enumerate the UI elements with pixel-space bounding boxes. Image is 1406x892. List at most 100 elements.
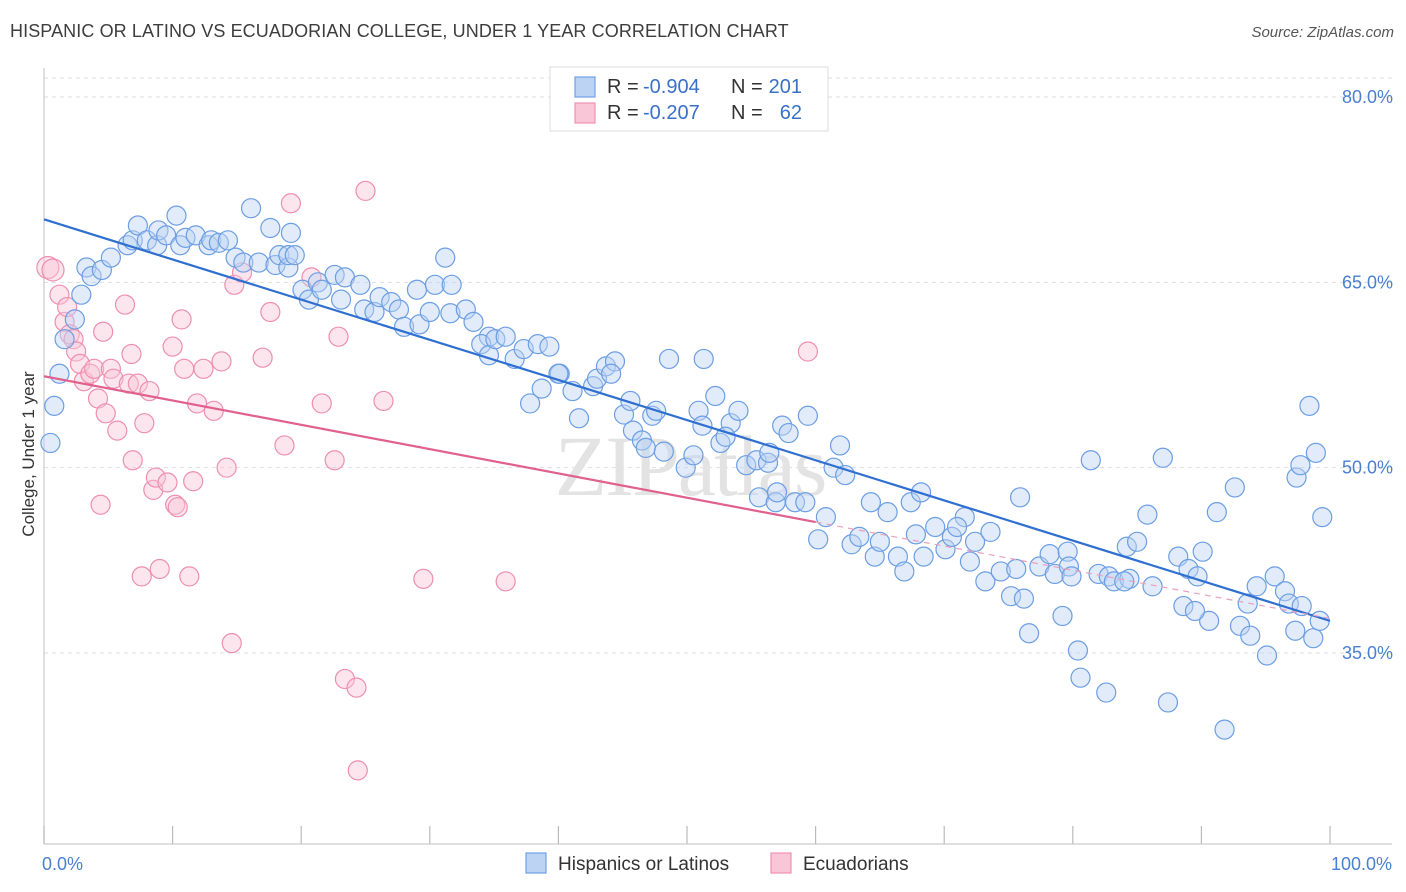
y-tick-label-50: 50.0% — [1342, 458, 1393, 478]
data-point — [1256, 645, 1278, 666]
legend-swatch-ecuadorians — [574, 102, 596, 124]
legend-r-label-1: R = — [607, 76, 639, 98]
data-point — [216, 457, 237, 478]
data-point — [248, 252, 269, 273]
data-point — [174, 358, 195, 379]
bottom-legend-hispanics: Hispanics or Latinos — [558, 854, 729, 875]
data-point — [134, 413, 155, 434]
data-point — [1214, 719, 1235, 740]
data-point — [49, 284, 70, 305]
data-point — [1061, 566, 1082, 587]
data-point — [495, 326, 516, 347]
data-point — [1274, 581, 1296, 602]
data-point — [1000, 586, 1022, 607]
data-point — [240, 198, 262, 219]
data-point — [877, 502, 898, 523]
stats-legend: R = -0.904 N = 201 R = -0.207 N = 62 — [549, 66, 829, 132]
data-point — [179, 566, 200, 587]
data-point — [1312, 506, 1333, 528]
data-point — [1224, 477, 1245, 498]
data-point — [1286, 467, 1307, 488]
data-point — [1142, 576, 1163, 597]
data-point — [728, 400, 749, 421]
data-point — [274, 435, 295, 456]
data-point — [381, 292, 402, 313]
data-point — [440, 303, 461, 324]
data-point — [1290, 455, 1311, 476]
legend-n-value-1: 201 — [769, 76, 802, 98]
data-point — [1070, 667, 1091, 688]
data-point — [149, 558, 170, 580]
data-point — [1264, 566, 1285, 587]
data-point — [829, 435, 851, 456]
data-point — [1018, 623, 1040, 644]
data-point — [455, 299, 476, 320]
data-point — [252, 347, 273, 368]
data-point — [1067, 640, 1089, 661]
data-point — [941, 526, 963, 547]
data-point — [121, 343, 142, 365]
data-point — [1152, 447, 1173, 468]
data-point — [1305, 442, 1326, 463]
data-point — [658, 348, 680, 370]
data-point — [797, 341, 818, 362]
legend-swatch-hispanics — [574, 76, 596, 98]
data-point — [766, 482, 788, 503]
data-point — [311, 393, 332, 414]
data-point — [601, 363, 622, 384]
trend-line-ecuadorians — [43, 375, 816, 524]
data-point — [959, 551, 981, 572]
legend-r-value-2: -0.207 — [643, 102, 700, 124]
data-point — [815, 506, 836, 528]
data-point — [705, 385, 726, 407]
data-point — [373, 390, 394, 412]
y-tick-labels: 35.0% 50.0% 65.0% 80.0% — [1342, 87, 1393, 663]
data-point — [635, 437, 656, 458]
data-point — [165, 494, 186, 515]
data-point — [1173, 595, 1194, 617]
data-point — [1206, 502, 1227, 523]
data-point — [715, 426, 736, 447]
data-point — [653, 441, 674, 462]
data-point — [887, 546, 909, 567]
data-point — [114, 294, 136, 315]
legend-r-label-2: R = — [607, 102, 639, 124]
data-point — [1096, 682, 1117, 703]
data-point — [330, 289, 352, 310]
data-point — [463, 311, 484, 332]
data-point — [778, 422, 799, 444]
data-point — [413, 568, 434, 589]
data-point — [980, 521, 1001, 543]
data-point — [748, 487, 770, 508]
data-point — [1080, 450, 1101, 471]
data-point — [990, 561, 1011, 582]
data-point — [869, 531, 891, 552]
data-point — [1009, 487, 1031, 508]
data-point — [441, 274, 462, 295]
data-point — [520, 393, 541, 414]
data-point — [388, 299, 410, 320]
series-legend: Hispanics or Latinos Ecuadorians — [525, 852, 909, 875]
x-axis — [43, 68, 1392, 845]
data-point — [531, 378, 552, 399]
data-point — [736, 455, 757, 476]
data-point — [260, 217, 281, 239]
data-point — [1126, 531, 1148, 552]
data-point — [1299, 395, 1320, 416]
data-point — [131, 566, 152, 587]
data-point — [217, 230, 238, 251]
ecuadorians-points — [36, 180, 818, 781]
data-point — [419, 301, 440, 323]
data-point — [95, 403, 116, 424]
data-point — [795, 492, 816, 513]
data-point — [808, 529, 829, 550]
data-point — [81, 266, 102, 287]
data-point — [935, 539, 956, 560]
data-point — [946, 516, 968, 538]
data-point — [157, 472, 178, 493]
y-tick-label-80: 80.0% — [1342, 87, 1393, 107]
trend-line-hispanics — [43, 218, 1331, 622]
data-point — [211, 351, 232, 372]
data-point — [107, 420, 128, 441]
